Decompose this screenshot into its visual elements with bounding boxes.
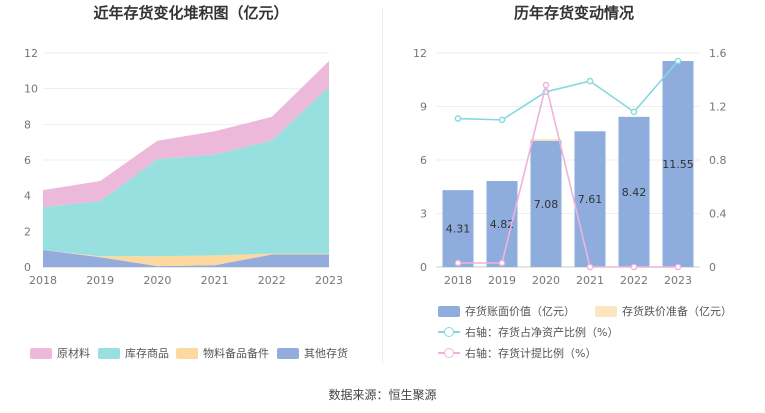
x-tick-label: 2021 — [201, 274, 229, 287]
line-point-0 — [674, 57, 682, 65]
line-point-0 — [630, 108, 638, 116]
legend-swatch — [176, 347, 198, 359]
area-series-2 — [43, 86, 329, 257]
x-tick-label: 2018 — [29, 274, 57, 287]
panel-divider — [382, 8, 383, 363]
legend-swatch — [30, 347, 52, 359]
y-left-tick-label: 6 — [420, 154, 427, 167]
x-tick-label: 2020 — [143, 274, 171, 287]
area-series-3 — [43, 61, 329, 208]
line-point-0 — [454, 115, 462, 122]
legend-item-book-value[interactable]: 存货账面价值（亿元） — [438, 303, 575, 319]
y-right-tick-label: 0 — [709, 261, 716, 274]
y-left-tick-label: 3 — [420, 208, 427, 221]
line-point-1 — [586, 263, 594, 271]
legend-swatch — [595, 305, 617, 317]
legend-item-impairment[interactable]: 存货跌价准备（亿元） — [595, 303, 732, 319]
y-left-tick-label: 12 — [413, 47, 427, 60]
legend-item-0[interactable]: 原材料 — [30, 345, 90, 361]
line-point-1 — [542, 81, 550, 89]
legend-label: 原材料 — [57, 347, 90, 360]
area-series-1 — [43, 250, 329, 267]
bar-data-label: 4.31 — [446, 223, 471, 236]
legend-label: 右轴：存货占净资产比例（%） — [465, 326, 619, 339]
x-tick-label: 2019 — [488, 274, 516, 287]
x-tick-label: 2023 — [315, 274, 343, 287]
bar-book-value-2023 — [662, 61, 694, 268]
x-tick-label: 2022 — [258, 274, 286, 287]
y-tick-label: 12 — [24, 47, 38, 60]
x-tick-label: 2022 — [620, 274, 648, 287]
y-right-tick-label: 1.6 — [709, 47, 727, 60]
legend-label: 库存商品 — [125, 347, 169, 360]
y-right-tick-label: 0.4 — [709, 208, 727, 221]
y-tick-label: 8 — [24, 118, 31, 131]
legend-swatch — [438, 305, 460, 317]
legend-swatch — [277, 347, 299, 359]
y-tick-label: 6 — [24, 154, 31, 167]
y-left-tick-label: 0 — [420, 261, 427, 274]
x-tick-label: 2018 — [444, 274, 472, 287]
y-tick-label: 2 — [24, 225, 31, 238]
line-point-1 — [630, 263, 638, 271]
bar-data-label: 7.61 — [578, 193, 603, 206]
line-point-1 — [454, 259, 462, 267]
right-chart-title: 历年存货变动情况 — [513, 4, 634, 22]
legend-label: 物料备品备件 — [203, 347, 269, 360]
left-chart-title: 近年存货变化堆积图（亿元） — [93, 4, 289, 22]
legend-label: 右轴：存货计提比例（%） — [465, 347, 597, 360]
legend-item-3[interactable]: 其他存货 — [277, 345, 348, 361]
legend-label: 其他存货 — [304, 347, 348, 360]
bar-line-chart-panel: 历年存货变动情况 0 3 6 9 12 0 0.4 0.8 1.2 1.6 4.31 4.82 7.08… — [383, 0, 765, 370]
line-point-0 — [498, 116, 506, 124]
line-point-1 — [674, 263, 682, 271]
bar-book-value-2020 — [530, 140, 562, 267]
bar-impairment-2020 — [530, 138, 562, 141]
bar-line-combo-chart: 0 3 6 9 12 0 0.4 0.8 1.2 1.6 4.31 4.82 7.08 7.61 8.42 1… — [413, 47, 727, 287]
stacked-area-chart-panel: 近年存货变化堆积图（亿元） 0 2 4 6 8 10 12 2018 2019 2020 2021 2… — [0, 0, 382, 370]
legend-swatch — [438, 347, 460, 359]
data-source-footer: 数据来源：恒生聚源 — [328, 388, 437, 402]
legend-item-provision-ratio[interactable]: 右轴：存货计提比例（%） — [438, 345, 596, 361]
line-point-0 — [586, 77, 594, 85]
line-point-1 — [498, 259, 506, 267]
x-tick-label: 2020 — [532, 274, 560, 287]
x-tick-label: 2023 — [664, 274, 692, 287]
legend-item-1[interactable]: 库存商品 — [98, 345, 169, 361]
y-right-tick-label: 0.8 — [709, 154, 727, 167]
stacked-area-chart: 0 2 4 6 8 10 12 2018 2019 2020 2021 2022 2023 — [24, 47, 343, 287]
bar-data-label: 11.55 — [662, 158, 694, 171]
y-tick-label: 4 — [24, 190, 31, 203]
line-series-1 — [458, 84, 678, 268]
legend-item-nav-ratio[interactable]: 右轴：存货占净资产比例（%） — [438, 324, 618, 340]
line-series-0 — [457, 60, 679, 121]
bar-book-value-2022 — [618, 116, 650, 268]
legend-swatch — [98, 347, 120, 359]
x-tick-label: 2021 — [576, 274, 604, 287]
legend-label: 存货账面价值（亿元） — [465, 305, 575, 318]
legend-item-2[interactable]: 物料备品备件 — [176, 345, 269, 361]
legend-label: 存货跌价准备（亿元） — [622, 305, 732, 318]
bar-book-value-2018 — [442, 190, 474, 267]
y-left-tick-label: 9 — [420, 101, 427, 114]
y-tick-label: 10 — [24, 83, 38, 96]
bar-data-label: 8.42 — [622, 186, 647, 199]
bar-book-value-2021 — [574, 131, 606, 267]
legend-swatch — [438, 326, 460, 338]
area-series-0 — [43, 250, 329, 267]
bar-data-label: 7.08 — [534, 198, 559, 211]
bar-data-label: 4.82 — [490, 218, 515, 231]
y-tick-label: 0 — [24, 261, 31, 274]
x-tick-label: 2019 — [86, 274, 114, 287]
y-right-tick-label: 1.2 — [709, 101, 727, 114]
